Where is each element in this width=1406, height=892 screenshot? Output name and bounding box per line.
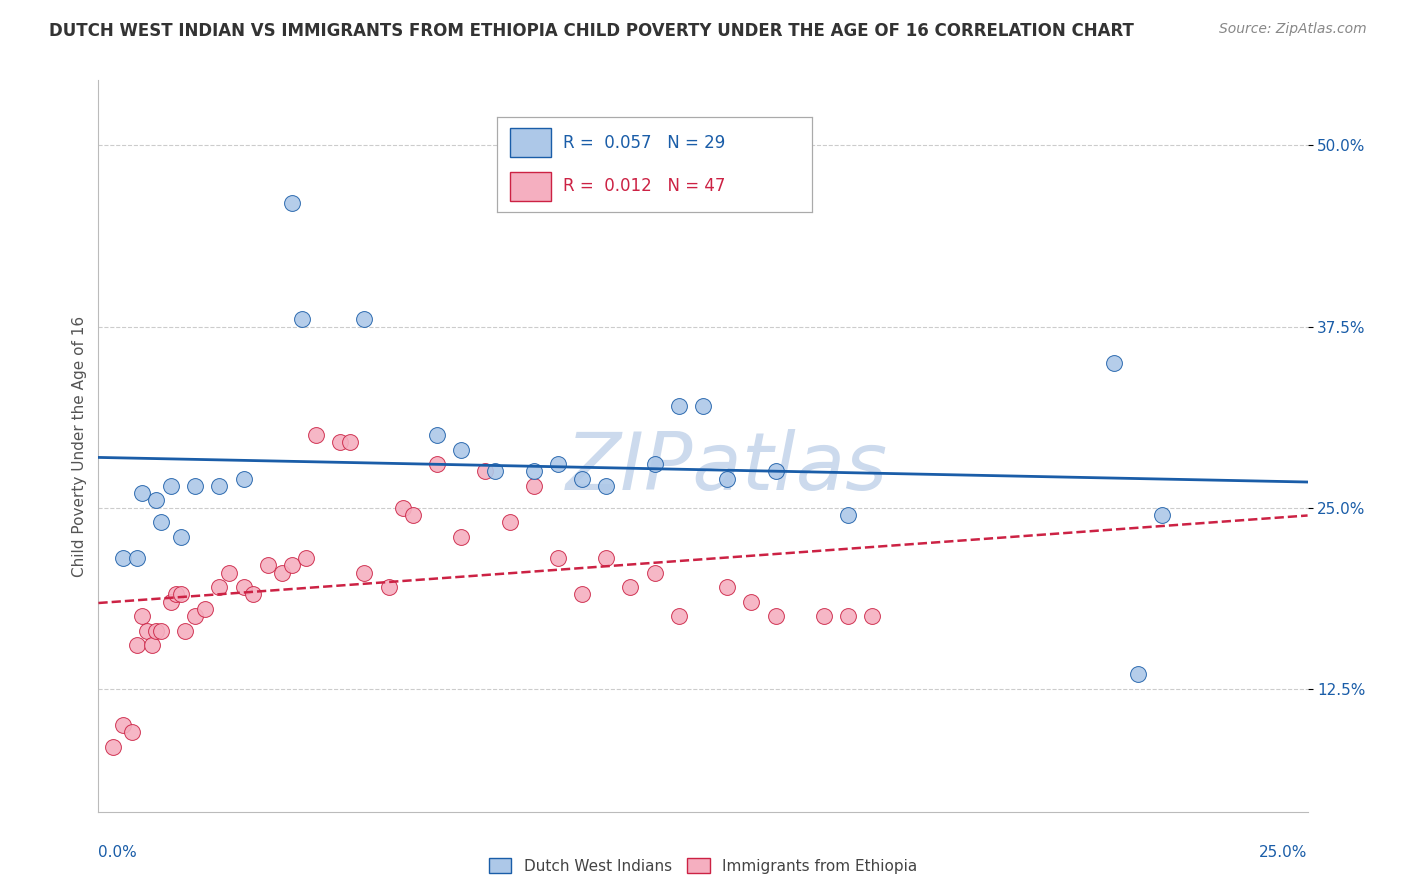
Point [1128,667,1150,681]
Point [160,479,183,493]
Point [169,529,191,543]
Point [194,602,217,616]
Point [165,587,187,601]
Point [860,609,883,624]
Point [145,493,167,508]
Point [208,479,231,493]
Point [484,464,506,478]
Text: Source: ZipAtlas.com: Source: ZipAtlas.com [1219,22,1367,37]
Point [353,566,375,580]
Point [1102,356,1125,370]
Point [145,624,167,638]
Point [184,479,207,493]
Point [450,442,472,457]
Point [353,312,375,326]
Point [595,479,617,493]
Text: ZIPatlas: ZIPatlas [567,429,889,507]
Point [377,580,399,594]
Point [101,739,124,754]
Point [837,609,859,624]
Point [150,624,173,638]
Point [595,551,617,566]
Point [127,638,149,652]
Point [184,609,207,624]
Point [765,609,787,624]
Point [111,718,134,732]
Y-axis label: Child Poverty Under the Age of 16: Child Poverty Under the Age of 16 [72,316,87,576]
Point [131,486,153,500]
Point [339,435,361,450]
Point [474,464,496,478]
Point [111,551,134,566]
Point [131,609,153,624]
Point [160,595,183,609]
Point [329,435,352,450]
Point [208,580,231,594]
Point [232,472,254,486]
Point [169,587,191,601]
Point [571,587,593,601]
Point [426,457,449,471]
Point [281,558,304,573]
Point [644,566,666,580]
Point [232,580,254,594]
Point [141,638,163,652]
Point [305,428,328,442]
Point [295,551,318,566]
Point [619,580,641,594]
Point [523,464,546,478]
Point [547,551,569,566]
Point [571,472,593,486]
Point [450,529,472,543]
Point [392,500,415,515]
Point [271,566,294,580]
Text: 0.0%: 0.0% [98,845,138,860]
Point [127,551,149,566]
Point [498,515,520,529]
Point [813,609,835,624]
Point [692,399,714,413]
Point [426,428,449,442]
Point [402,508,425,522]
Point [716,580,738,594]
Point [716,472,738,486]
Legend: Dutch West Indians, Immigrants from Ethiopia: Dutch West Indians, Immigrants from Ethi… [482,852,924,880]
Point [547,457,569,471]
Point [523,479,546,493]
Point [174,624,197,638]
Point [668,399,690,413]
Text: DUTCH WEST INDIAN VS IMMIGRANTS FROM ETHIOPIA CHILD POVERTY UNDER THE AGE OF 16 : DUTCH WEST INDIAN VS IMMIGRANTS FROM ETH… [49,22,1135,40]
Point [256,558,278,573]
Point [644,457,666,471]
Point [765,464,787,478]
Point [740,595,762,609]
Point [150,515,173,529]
Point [1152,508,1174,522]
Point [281,196,304,211]
Point [668,609,690,624]
Point [837,508,859,522]
Point [242,587,264,601]
Point [121,725,143,739]
Point [135,624,157,638]
Point [290,312,312,326]
Point [218,566,240,580]
Text: 25.0%: 25.0% [1260,845,1308,860]
